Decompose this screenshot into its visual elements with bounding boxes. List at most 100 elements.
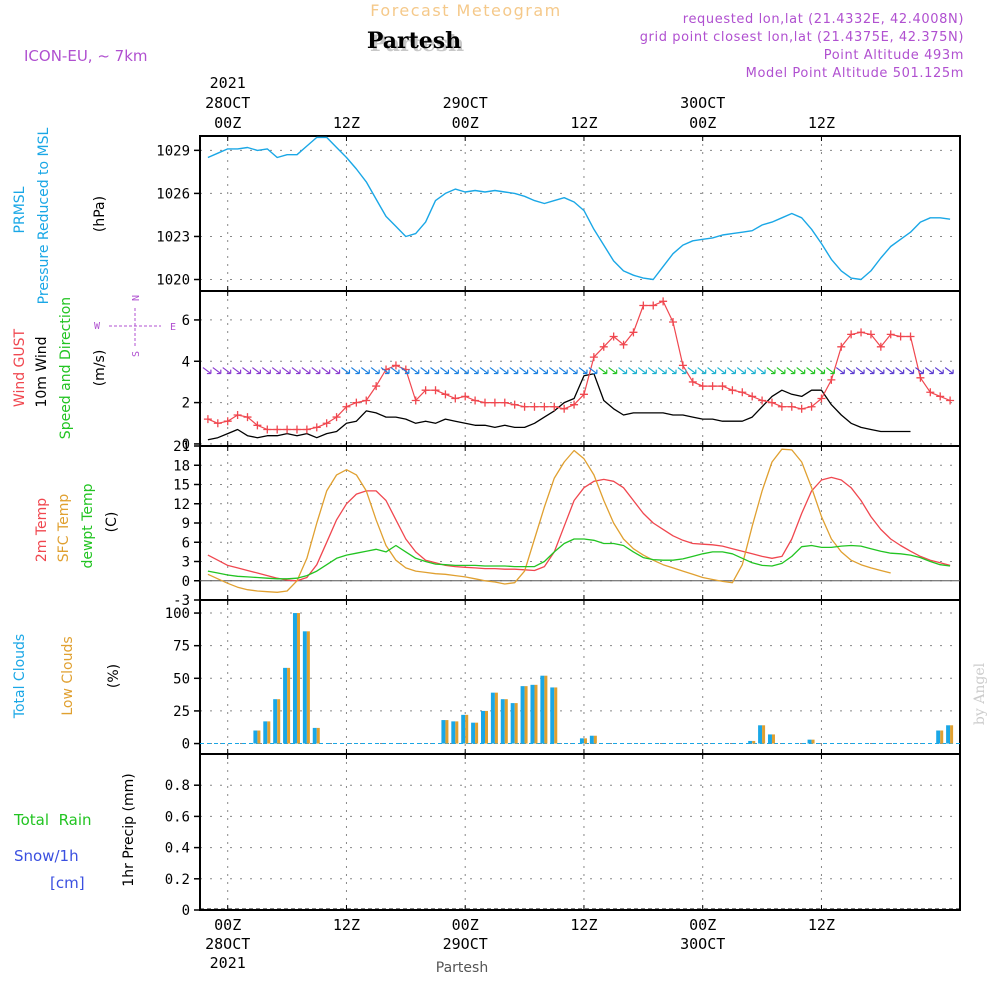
pressure-line <box>207 136 951 281</box>
total-clouds-bar <box>767 734 772 744</box>
precipitation-ytick-label: 0.2 <box>165 872 190 888</box>
wind-direction-arrow <box>707 367 717 375</box>
cloud-unit-label: (%) <box>106 664 122 688</box>
wind-direction-arrow <box>588 367 598 375</box>
wind-direction-arrow <box>657 367 667 375</box>
wind-gust-marker <box>362 396 371 405</box>
gridpoint-location: grid point closest lon,lat (21.4375E, 42… <box>640 30 964 45</box>
total-clouds-bar <box>540 675 545 744</box>
wind-gust-marker <box>283 425 292 434</box>
wind-direction-arrow <box>835 367 845 375</box>
place-name: Partesh <box>367 28 461 54</box>
total-rain-label: Total Rain <box>13 811 92 829</box>
wind-gust-marker <box>560 404 569 413</box>
bottom-time-label: 00Z <box>689 916 716 934</box>
wind-gust-marker <box>589 353 598 362</box>
wind-ytick-label: 0 <box>182 437 190 453</box>
wind-gust-marker <box>233 411 242 419</box>
wind-direction-arrow <box>370 367 380 375</box>
wind-direction-arrow <box>766 367 776 375</box>
wind-gust-marker <box>550 402 559 411</box>
bottom-time-label: 12Z <box>570 916 597 934</box>
total-clouds-bar <box>283 667 288 744</box>
wind-gust-marker <box>748 392 757 401</box>
wind-direction-arrow <box>232 367 242 375</box>
wind-direction-arrow <box>509 367 519 375</box>
low-clouds-bar <box>485 710 488 744</box>
wind-direction-arrow <box>529 367 539 375</box>
wind-direction-arrow <box>825 367 835 375</box>
wind-direction-arrow <box>222 367 232 375</box>
sfc-temp-line <box>207 448 891 593</box>
wind-direction-arrow <box>281 367 291 375</box>
low-clouds-bar <box>514 703 518 744</box>
wind-gust-marker <box>471 396 480 405</box>
low-clouds-bar <box>524 686 528 744</box>
top-time-label: 00Z <box>214 114 241 132</box>
temp-panel-labels: 2m Temp SFC Temp dewpt Temp (C) <box>34 483 120 568</box>
low-clouds-bar <box>593 735 597 744</box>
wind-direction-arrow <box>291 367 301 375</box>
wind-gust-marker <box>797 404 806 413</box>
wind-gust-marker <box>273 425 282 434</box>
wind-gust-marker <box>777 402 786 411</box>
wind-gust-marker <box>738 388 747 397</box>
wind-gust-marker <box>609 332 618 341</box>
wind-direction-arrow <box>915 367 925 375</box>
wind-gust-marker <box>639 301 648 310</box>
pressure-ytick-label: 1026 <box>156 186 190 202</box>
wind-direction-arrow <box>519 367 529 375</box>
wind-direction-arrow <box>202 367 212 375</box>
low-clouds-bar <box>950 725 954 744</box>
wind-direction-arrow <box>816 367 826 375</box>
wind-gust-marker <box>698 382 707 391</box>
wind-gust-marker <box>866 330 875 339</box>
wind-direction-arrow <box>360 367 370 375</box>
place-name-shadow: Partesh <box>370 31 464 57</box>
wind-gust-marker <box>530 402 539 411</box>
wind-direction-arrow <box>578 367 588 375</box>
total-clouds-bar <box>550 687 555 744</box>
total-clouds-bar <box>273 699 278 744</box>
low-clouds-bar <box>940 730 944 744</box>
wind-gust-label: Wind GUST <box>12 328 28 407</box>
wind-gust-marker <box>827 375 836 384</box>
wind-gust-marker <box>649 301 658 310</box>
wind-gust-marker <box>876 342 885 351</box>
wind-direction-arrow <box>944 367 954 375</box>
wind-direction-arrow <box>895 367 905 375</box>
total-clouds-bar <box>520 686 525 744</box>
wind-gust-marker <box>896 332 905 341</box>
low-clouds-bar <box>494 692 498 744</box>
wind-direction-arrow <box>301 367 311 375</box>
temperature-ytick-label: -3 <box>173 593 190 609</box>
wind-direction-arrow <box>430 367 440 375</box>
low-clouds-bar <box>554 687 558 744</box>
total-clouds-bar <box>510 703 515 744</box>
cloud-panel-labels: Total Clouds Low Clouds (%) <box>12 634 122 719</box>
pressure-frame <box>199 135 961 292</box>
low-clouds-bar <box>752 740 756 744</box>
wind-gust-marker <box>906 332 915 341</box>
wind-direction-arrow <box>885 367 895 375</box>
temperature-ytick-label: 0 <box>182 574 190 590</box>
wind-unit-label: (m/s) <box>92 350 108 387</box>
bottom-time-label: 00Z <box>214 916 241 934</box>
wind-gust-marker <box>837 342 846 351</box>
bottom-time-label: 12Z <box>808 916 835 934</box>
wind-gust-marker <box>857 328 866 337</box>
wind10-label: 10m Wind <box>34 336 50 407</box>
precipitation-ytick-label: 0 <box>182 903 190 919</box>
wind-direction-arrow <box>647 367 657 375</box>
wind-gust-marker <box>213 419 222 428</box>
total-clouds-bar <box>758 725 763 744</box>
pressure-panel: 1020 1023 1026 1029 <box>156 135 961 292</box>
total-clouds-bar <box>263 721 268 744</box>
wind-direction-arrow <box>736 367 746 375</box>
total-clouds-bar <box>441 720 446 744</box>
requested-location: requested lon,lat (21.4332E, 42.4008N) <box>683 12 964 27</box>
wind-direction-arrow <box>321 367 331 375</box>
wind-gust-marker <box>708 382 717 391</box>
wind-gust-marker <box>847 330 856 339</box>
